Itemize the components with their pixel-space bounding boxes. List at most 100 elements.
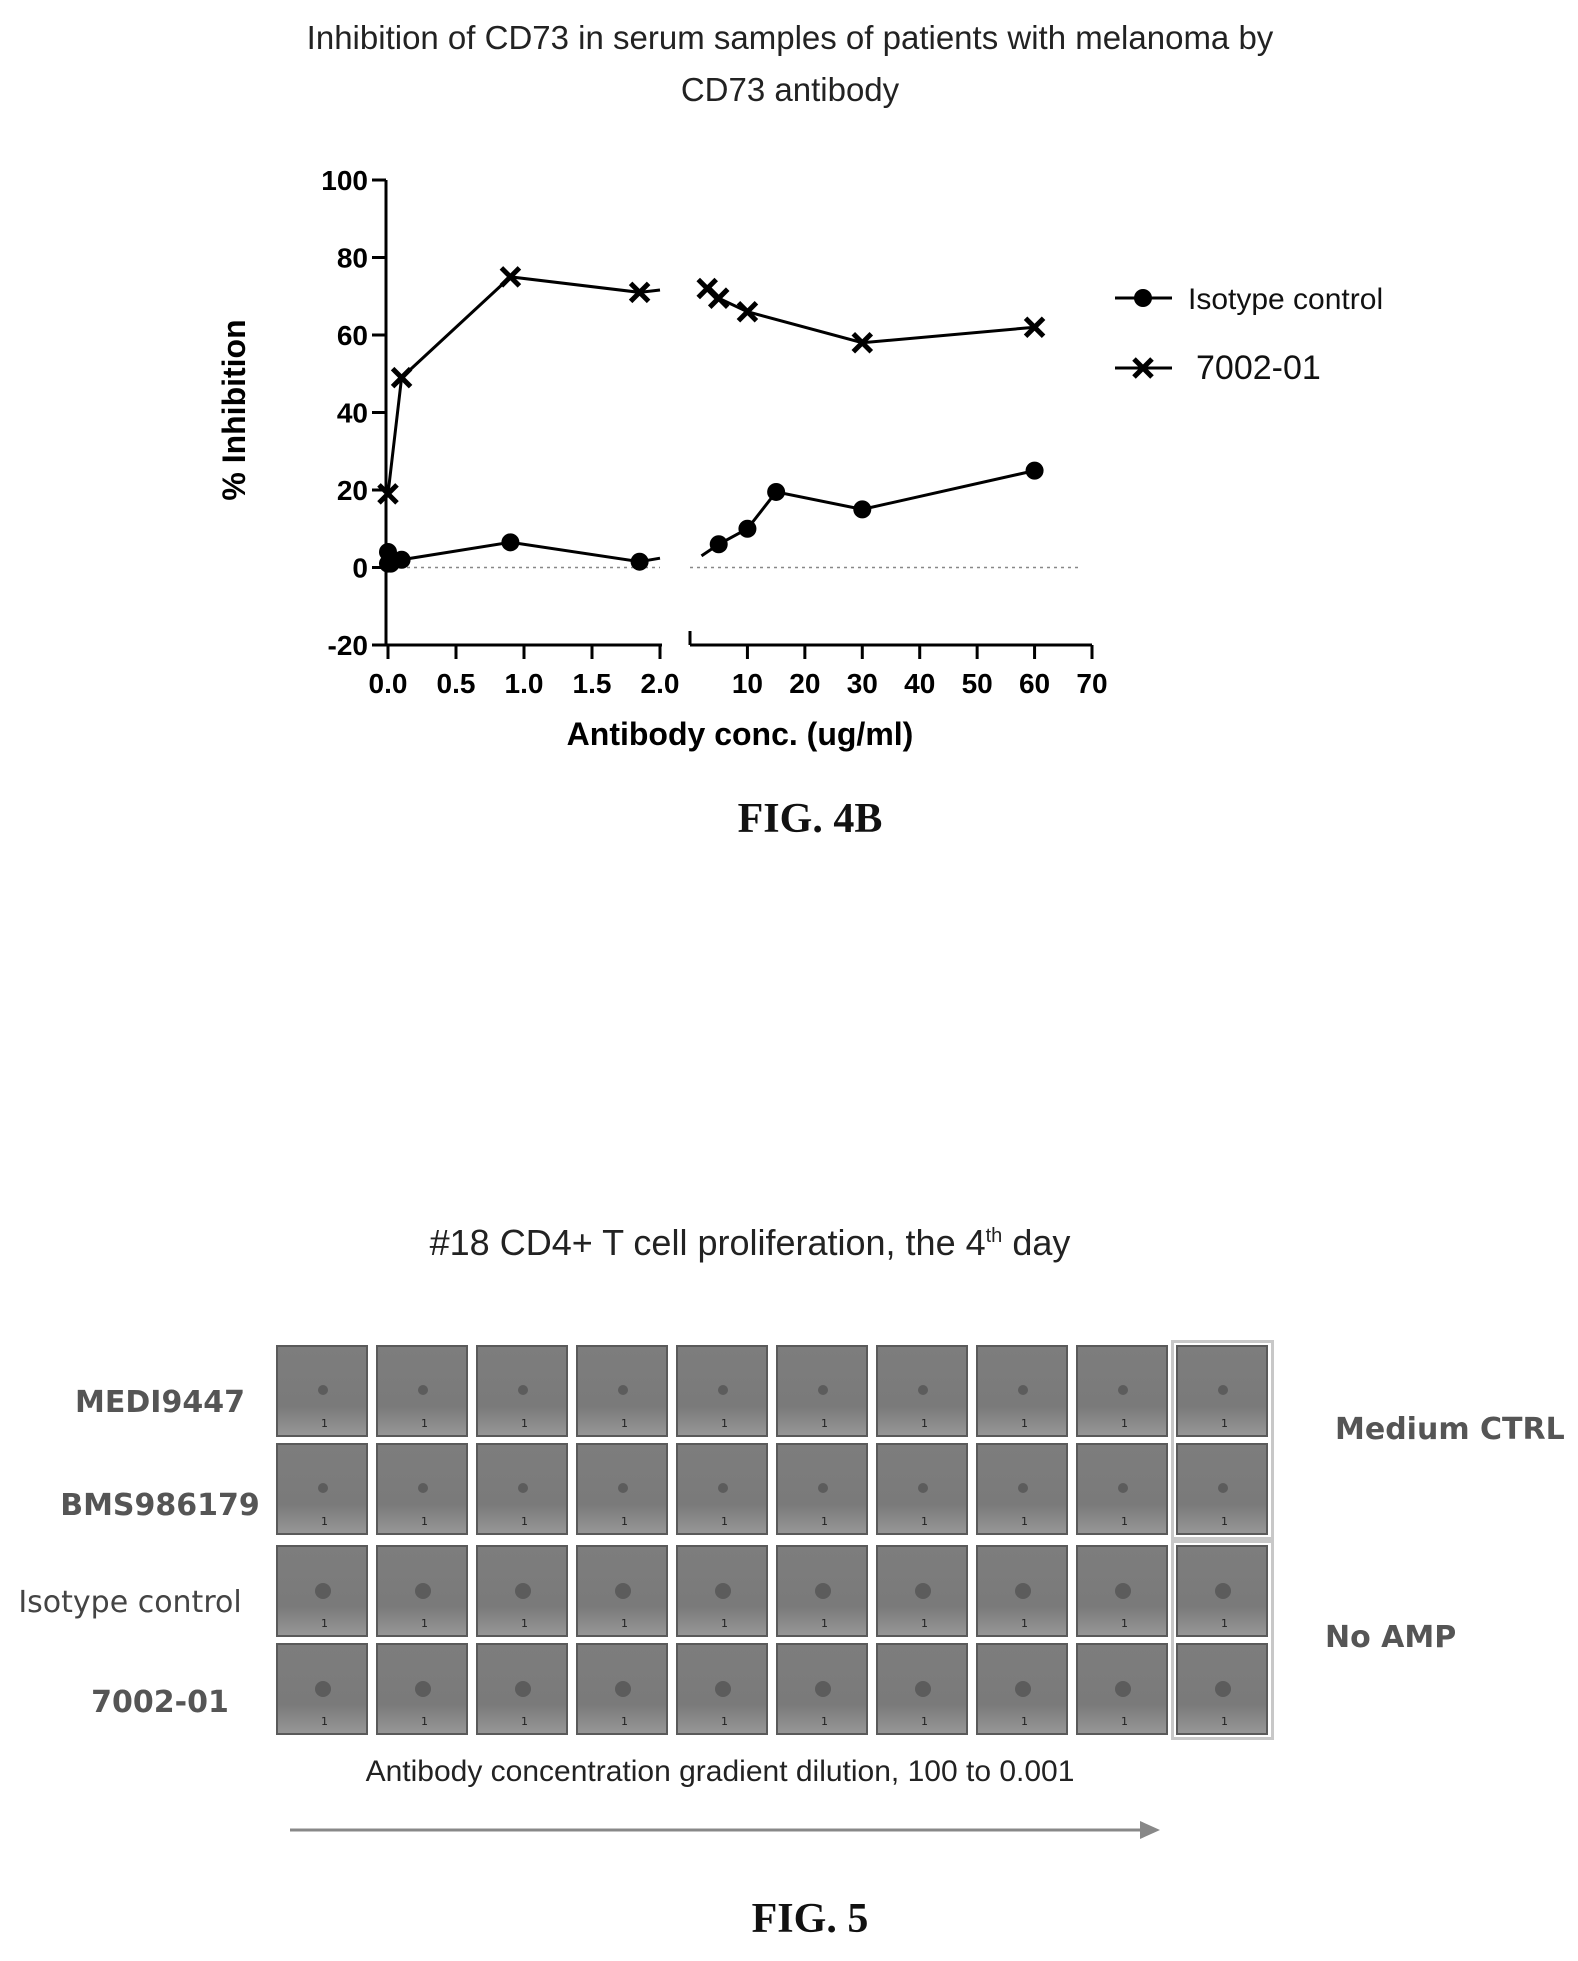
well-cell-spot — [318, 1385, 328, 1395]
well-mark: 1 — [1121, 1617, 1128, 1630]
y-tick-label: 60 — [337, 320, 368, 351]
plate-well: 1 — [776, 1345, 868, 1437]
series-7002-point — [377, 483, 399, 505]
plate-well: 1 — [276, 1545, 368, 1637]
row-label-7002-01: 7002-01 — [91, 1685, 229, 1720]
well-mark: 1 — [521, 1515, 528, 1528]
well-mark: 1 — [1121, 1715, 1128, 1728]
well-plate-image: 1 1 1 1 1 1 1 1 1 1 1 1 1 1 1 1 1 1 1 1 1 1 1 1 1 1 1 1 1 1 1 1 1 1 1 1 1 1 1 1 — [276, 1340, 1276, 1740]
well-cell-spot — [418, 1483, 428, 1493]
chart-plot: 100 80 60 40 20 0 -20 % Inhibition 0.0 0.5 1.0 1.5 2… — [216, 165, 1383, 752]
well-mark: 1 — [821, 1417, 828, 1430]
figure-caption-4b: FIG. 4B — [737, 796, 883, 842]
well-cell-spot — [515, 1681, 531, 1697]
well-cell-spot — [518, 1483, 528, 1493]
plate-well: 1 — [276, 1443, 368, 1535]
well-cell-spot — [915, 1681, 931, 1697]
well-cell-spot — [518, 1385, 528, 1395]
well-mark: 1 — [321, 1417, 328, 1430]
series-isotype-point — [392, 550, 411, 569]
well-mark: 1 — [721, 1417, 728, 1430]
x-tick-label: 1.0 — [505, 668, 544, 699]
series-isotype-point — [1025, 461, 1044, 480]
y-tick-label: 40 — [337, 398, 368, 429]
x-tick-label: 30 — [847, 668, 878, 699]
plate-well: 1 — [1176, 1643, 1268, 1735]
series-7002-point — [1023, 316, 1046, 339]
x-tick-label: 1.5 — [573, 668, 612, 699]
gradient-arrow — [290, 1821, 1160, 1839]
plate-well: 1 — [1076, 1443, 1168, 1535]
well-cell-spot — [915, 1583, 931, 1599]
y-tick-label: -20 — [328, 630, 368, 661]
series-7002-point — [390, 366, 413, 389]
well-mark: 1 — [921, 1617, 928, 1630]
row-label-isotype-control: Isotype control — [18, 1585, 242, 1620]
plate-well: 1 — [676, 1345, 768, 1437]
well-cell-spot — [618, 1483, 628, 1493]
y-tick-label: 20 — [337, 475, 368, 506]
plate-well: 1 — [676, 1545, 768, 1637]
plate-well: 1 — [1076, 1643, 1168, 1735]
plate-well: 1 — [476, 1643, 568, 1735]
well-cell-spot — [1215, 1681, 1231, 1697]
medium-ctrl-frame — [1171, 1340, 1274, 1540]
legend-isotype-label: Isotype control — [1188, 283, 1383, 316]
well-mark: 1 — [1121, 1417, 1128, 1430]
well-mark: 1 — [1021, 1515, 1028, 1528]
well-mark: 1 — [1221, 1515, 1228, 1528]
well-cell-spot — [815, 1583, 831, 1599]
x-tick-label: 20 — [789, 668, 820, 699]
plate-well: 1 — [776, 1443, 868, 1535]
y-tick-label: 80 — [337, 243, 368, 274]
series-isotype-point — [738, 519, 757, 538]
figure5-title-main: #18 CD4+ T cell proliferation, the 4 — [429, 1222, 986, 1263]
row-label-medi9447: MEDI9447 — [75, 1385, 245, 1420]
plate-well: 1 — [976, 1643, 1068, 1735]
plate-well: 1 — [576, 1443, 668, 1535]
plate-well: 1 — [876, 1545, 968, 1637]
well-mark: 1 — [421, 1515, 428, 1528]
plate-well: 1 — [276, 1643, 368, 1735]
well-cell-spot — [415, 1583, 431, 1599]
series-isotype-point — [501, 533, 520, 552]
well-cell-spot — [818, 1483, 828, 1493]
well-mark: 1 — [621, 1417, 628, 1430]
well-cell-spot — [818, 1385, 828, 1395]
legend-7002-label: 7002-01 — [1196, 349, 1321, 387]
x-tick-label: 60 — [1019, 668, 1050, 699]
well-mark: 1 — [421, 1715, 428, 1728]
well-cell-spot — [1015, 1681, 1031, 1697]
well-mark: 1 — [921, 1417, 928, 1430]
side-label-medium-ctrl: Medium CTRL — [1335, 1412, 1565, 1447]
well-cell-spot — [315, 1583, 331, 1599]
well-cell-spot — [715, 1583, 731, 1599]
well-mark: 1 — [321, 1617, 328, 1630]
x-tick-label: 0.5 — [437, 668, 476, 699]
well-mark: 1 — [621, 1515, 628, 1528]
chart-title: Inhibition of CD73 in serum samples of p… — [306, 19, 1274, 108]
y-tick-label: 100 — [321, 165, 368, 196]
row-label-bms986179: BMS986179 — [60, 1488, 260, 1523]
plate-well: 1 — [676, 1443, 768, 1535]
plate-well: 1 — [576, 1643, 668, 1735]
plate-well: 1 — [476, 1345, 568, 1437]
well-mark: 1 — [921, 1715, 928, 1728]
legend-7002-marker — [1132, 357, 1154, 379]
well-mark: 1 — [321, 1515, 328, 1528]
series-7002-point — [499, 266, 522, 288]
well-cell-spot — [918, 1385, 928, 1395]
side-label-no-amp: No AMP — [1325, 1620, 1457, 1655]
series-7002-line-left — [386, 275, 640, 495]
plate-well: 1 — [376, 1443, 468, 1535]
figure5-title: #18 CD4+ T cell proliferation, the 4th d… — [200, 1222, 1300, 1264]
no-amp-frame — [1171, 1540, 1274, 1740]
well-mark: 1 — [721, 1515, 728, 1528]
well-cell-spot — [315, 1681, 331, 1697]
plate-well: 1 — [976, 1345, 1068, 1437]
well-cell-spot — [718, 1385, 728, 1395]
well-mark: 1 — [821, 1515, 828, 1528]
well-cell-spot — [615, 1583, 631, 1599]
well-mark: 1 — [621, 1617, 628, 1630]
well-mark: 1 — [1021, 1617, 1028, 1630]
